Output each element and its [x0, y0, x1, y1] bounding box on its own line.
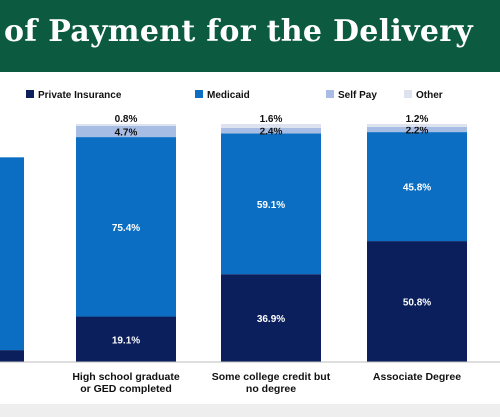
- bar-segment-medicaid: [0, 157, 24, 351]
- bar-segment-other: [76, 124, 176, 126]
- data-label: 50.8%: [403, 298, 431, 309]
- legend-label-private-insurance: Private Insurance: [38, 90, 122, 101]
- bar-segment-medicaid: [221, 133, 321, 275]
- data-label: 19.1%: [112, 335, 140, 346]
- data-label: 75.4%: [112, 223, 140, 234]
- legend-swatch-private-insurance: [26, 90, 34, 98]
- data-label: 1.6%: [260, 114, 283, 125]
- legend-swatch-other: [404, 90, 412, 98]
- title-bar: of Payment for the Delivery: [0, 0, 500, 72]
- legend-label-medicaid: Medicaid: [207, 90, 250, 101]
- stacked-bar-chart: Private Insurance Medicaid Self Pay Other 1…: [0, 90, 500, 395]
- data-label: 59.1%: [257, 200, 285, 211]
- chart-bars: 19.1% 75.4% 4.7% 0.8% 36.9% 59.1% 2.4% 1.6% 50.8…: [0, 114, 467, 362]
- legend-label-other: Other: [416, 90, 443, 101]
- data-label: 0.8%: [115, 114, 138, 125]
- bar-segment-self-pay: [221, 127, 321, 134]
- bar-segment-private-insurance: [367, 241, 467, 362]
- category-label: Associate Degree: [373, 371, 461, 383]
- bar-segment-medicaid: [76, 137, 176, 317]
- page-title: of Payment for the Delivery: [4, 14, 474, 49]
- data-label: 36.9%: [257, 314, 285, 325]
- legend-swatch-medicaid: [195, 90, 203, 98]
- data-label: 4.7%: [115, 127, 138, 138]
- bar-group-h-school: [0, 157, 24, 362]
- bar-segment-private-insurance: [221, 274, 321, 362]
- bar-segment-medicaid: [367, 132, 467, 242]
- category-label: Some college credit but: [212, 371, 331, 383]
- bar-segment-other: [367, 124, 467, 127]
- bar-segment-private-insurance: [0, 350, 24, 362]
- data-label: 1.2%: [406, 114, 429, 125]
- legend-swatch-self-pay: [326, 90, 334, 98]
- chart-legend: Private Insurance Medicaid Self Pay Other: [26, 90, 443, 101]
- bar-group-high-school-graduate-or-ged-completed: 19.1% 75.4% 4.7% 0.8%: [76, 114, 176, 362]
- bar-group-some-college-credit-but-no-degree: 36.9% 59.1% 2.4% 1.6%: [221, 114, 321, 362]
- category-label: or GED completed: [80, 383, 172, 395]
- data-label: 2.2%: [406, 125, 429, 136]
- data-label: 45.8%: [403, 183, 431, 194]
- bar-segment-private-insurance: [76, 316, 176, 362]
- bar-segment-other: [221, 124, 321, 128]
- category-label: no degree: [246, 383, 296, 395]
- data-label: 2.4%: [260, 127, 283, 138]
- bar-segment-self-pay: [76, 125, 176, 138]
- footer-strip: [0, 404, 500, 417]
- bar-group-associate-degree: 50.8% 45.8% 2.2%1.2%: [367, 114, 467, 362]
- bar-segment-self-pay: [367, 126, 467, 133]
- category-label: High school graduate: [72, 371, 180, 383]
- legend-label-self-pay: Self Pay: [338, 90, 377, 101]
